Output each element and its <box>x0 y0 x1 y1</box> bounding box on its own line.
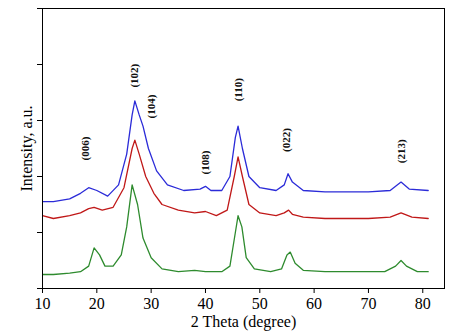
svg-text:40: 40 <box>197 295 213 312</box>
svg-text:Intensity, a.u.: Intensity, a.u. <box>18 105 36 191</box>
svg-text:60: 60 <box>306 295 322 312</box>
svg-text:10: 10 <box>35 295 51 312</box>
svg-text:30: 30 <box>143 295 159 312</box>
svg-text:(213): (213) <box>395 139 408 163</box>
svg-text:(102): (102) <box>128 63 141 87</box>
svg-text:(108): (108) <box>199 150 212 174</box>
svg-text:80: 80 <box>415 295 431 312</box>
svg-text:70: 70 <box>360 295 376 312</box>
svg-text:20: 20 <box>89 295 105 312</box>
svg-text:(104): (104) <box>145 94 158 118</box>
svg-text:50: 50 <box>252 295 268 312</box>
svg-text:(022): (022) <box>280 128 293 152</box>
svg-text:(006): (006) <box>79 136 92 160</box>
svg-text:2 Theta (degree): 2 Theta (degree) <box>191 313 296 331</box>
svg-text:(110): (110) <box>232 78 245 102</box>
